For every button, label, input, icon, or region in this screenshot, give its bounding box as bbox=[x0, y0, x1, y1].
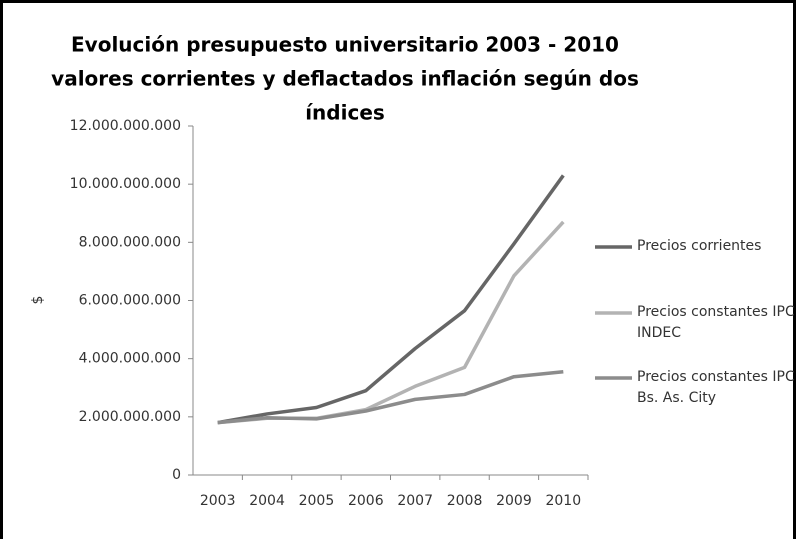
line-series bbox=[217, 370, 564, 425]
legend-label: Precios corrientes bbox=[637, 238, 762, 254]
y-tick-label: 10.000.000.000 bbox=[70, 176, 181, 192]
x-tick-label: 2008 bbox=[447, 493, 483, 509]
legend-label: Precios constantes IPC Bs. As. City bbox=[637, 369, 795, 406]
line-series bbox=[217, 174, 565, 425]
x-tick-label: 2010 bbox=[545, 493, 581, 509]
y-tick-label: 0 bbox=[172, 467, 181, 483]
y-tick-label: 6.000.000.000 bbox=[79, 293, 181, 309]
y-tick-label: 4.000.000.000 bbox=[79, 351, 181, 367]
y-axis-label: $ bbox=[30, 296, 46, 305]
x-tick-label: 2009 bbox=[496, 493, 532, 509]
chart-title: índices bbox=[305, 101, 385, 125]
x-tick-label: 2003 bbox=[200, 493, 236, 509]
x-tick-label: 2006 bbox=[348, 493, 384, 509]
legend-label: Precios constantes IPC INDEC bbox=[637, 304, 795, 341]
y-tick-label: 2.000.000.000 bbox=[79, 409, 181, 425]
x-tick-label: 2007 bbox=[397, 493, 433, 509]
x-tick-label: 2004 bbox=[249, 493, 285, 509]
y-tick-label: 12.000.000.000 bbox=[70, 118, 181, 134]
chart-title: valores corrientes y deflactados inflaci… bbox=[51, 67, 639, 91]
x-tick-label: 2005 bbox=[299, 493, 335, 509]
y-tick-label: 8.000.000.000 bbox=[79, 234, 181, 250]
chart-title: Evolución presupuesto universitario 2003… bbox=[71, 33, 619, 57]
